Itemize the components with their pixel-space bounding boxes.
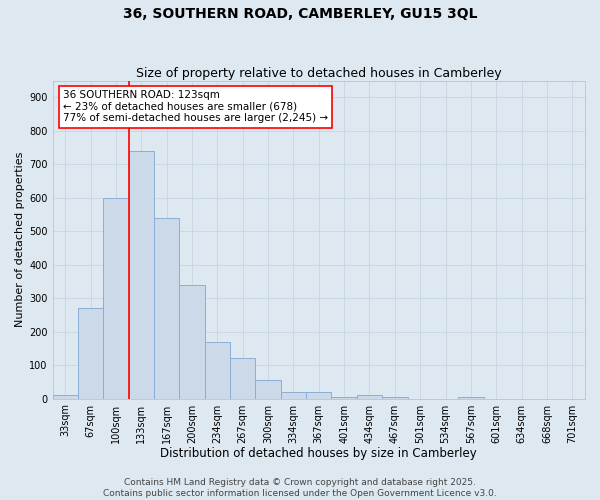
Bar [103,198,128,398]
Text: 36, SOUTHERN ROAD, CAMBERLEY, GU15 3QL: 36, SOUTHERN ROAD, CAMBERLEY, GU15 3QL [123,8,477,22]
Text: Contains HM Land Registry data © Crown copyright and database right 2025.
Contai: Contains HM Land Registry data © Crown c… [103,478,497,498]
Bar [154,218,179,398]
Bar [357,396,382,398]
X-axis label: Distribution of detached houses by size in Camberley: Distribution of detached houses by size … [160,447,477,460]
Bar [458,397,484,398]
Bar [230,358,256,399]
Bar [179,285,205,399]
Text: 36 SOUTHERN ROAD: 123sqm
← 23% of detached houses are smaller (678)
77% of semi-: 36 SOUTHERN ROAD: 123sqm ← 23% of detach… [63,90,328,124]
Bar [331,397,357,398]
Title: Size of property relative to detached houses in Camberley: Size of property relative to detached ho… [136,66,502,80]
Bar [128,151,154,398]
Bar [256,380,281,398]
Y-axis label: Number of detached properties: Number of detached properties [15,152,25,328]
Bar [306,392,331,398]
Bar [53,396,78,398]
Bar [281,392,306,398]
Bar [205,342,230,398]
Bar [382,397,407,398]
Bar [78,308,103,398]
